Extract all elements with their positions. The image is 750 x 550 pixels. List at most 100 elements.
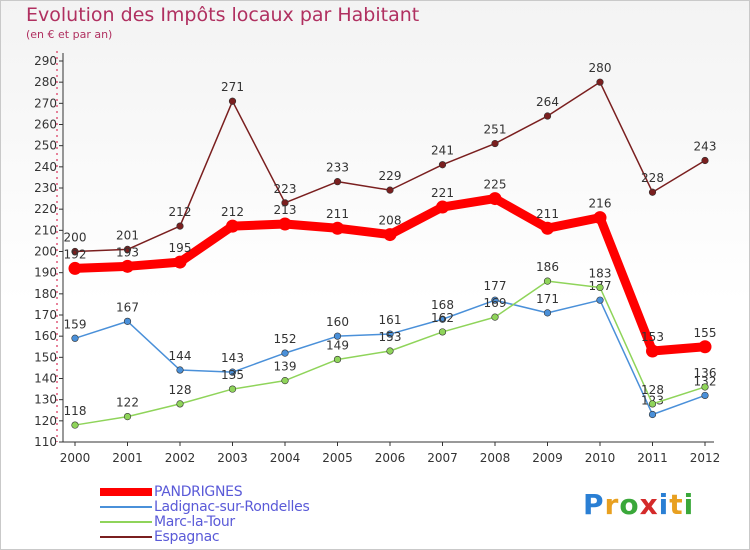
data-point: [438, 315, 447, 323]
data-point: [593, 211, 607, 225]
data-point: [543, 112, 552, 120]
data-point: [491, 313, 499, 321]
data-label: 171: [536, 292, 559, 306]
data-point: [228, 368, 237, 376]
y-tick-label: 130: [34, 393, 57, 407]
data-point: [383, 228, 397, 242]
data-label: 201: [116, 228, 139, 242]
data-point: [386, 330, 394, 338]
data-point: [386, 186, 394, 194]
data-point: [281, 349, 289, 357]
data-point: [176, 222, 184, 230]
data-label: 228: [641, 171, 664, 185]
y-tick-label: 120: [34, 414, 57, 428]
data-label: 153: [379, 330, 402, 344]
data-label: 168: [431, 298, 454, 312]
data-label: 212: [169, 205, 192, 219]
x-tick-label: 2008: [480, 451, 511, 465]
data-point: [226, 219, 239, 233]
x-tick-label: 2002: [165, 451, 196, 465]
data-point: [491, 296, 499, 304]
y-tick-label: 180: [34, 287, 57, 301]
data-label: 223: [274, 182, 297, 196]
logo-letter: r: [604, 488, 620, 521]
data-point: [333, 332, 342, 340]
data-point: [228, 385, 237, 393]
data-point: [176, 366, 184, 374]
data-point: [121, 259, 134, 273]
legend-swatch: [100, 520, 152, 523]
data-label: 213: [274, 203, 297, 217]
x-tick-label: 2012: [690, 451, 721, 465]
data-point: [698, 340, 712, 354]
data-point: [543, 277, 552, 285]
y-tick-label: 150: [34, 350, 57, 364]
data-point: [438, 328, 447, 336]
data-point: [701, 156, 709, 165]
data-label: 159: [64, 317, 87, 331]
x-tick-label: 2010: [585, 451, 616, 465]
data-label: 211: [536, 207, 559, 221]
data-label: 153: [641, 330, 664, 344]
data-point: [436, 200, 449, 214]
data-label: 143: [221, 351, 244, 365]
data-label: 243: [694, 139, 717, 153]
data-label: 128: [641, 383, 664, 397]
proxiti-logo: Proxiti: [583, 488, 694, 521]
y-tick-label: 260: [34, 118, 57, 132]
legend-swatch: [100, 535, 152, 538]
x-tick-label: 2005: [322, 451, 353, 465]
x-tick-label: 2009: [532, 451, 563, 465]
data-label: 161: [379, 313, 402, 327]
data-point: [281, 199, 289, 207]
data-point: [491, 139, 499, 148]
data-label: 118: [64, 404, 87, 418]
data-point: [71, 247, 79, 256]
data-label: 195: [169, 241, 192, 255]
data-point: [596, 296, 604, 304]
x-tick-label: 2004: [270, 451, 301, 465]
data-point: [646, 344, 659, 358]
data-point: [488, 192, 502, 206]
x-tick-label: 2007: [427, 451, 458, 465]
data-label: 155: [694, 326, 717, 340]
legend-item: Ladignac-sur-Rondelles: [100, 498, 310, 515]
data-point: [281, 377, 289, 385]
data-label: 280: [589, 61, 612, 75]
x-tick-label: 2001: [112, 451, 143, 465]
data-label: 144: [169, 349, 192, 363]
y-tick-label: 160: [34, 329, 57, 343]
data-point: [648, 410, 657, 419]
data-point: [648, 400, 657, 408]
data-label: 225: [484, 178, 507, 192]
y-tick-label: 240: [34, 160, 57, 174]
data-label: 167: [116, 300, 139, 314]
data-label: 192: [64, 247, 87, 261]
data-point: [438, 161, 447, 169]
data-label: 183: [589, 266, 612, 280]
data-label: 271: [221, 80, 244, 94]
data-label: 149: [326, 338, 349, 352]
y-tick-label: 250: [34, 139, 57, 153]
x-tick-label: 2006: [375, 451, 406, 465]
legend-item: PANDRIGNES: [100, 484, 309, 500]
logo-letter: i: [658, 488, 670, 521]
data-point: [596, 283, 604, 292]
data-label: 264: [536, 95, 559, 109]
y-tick-label: 190: [34, 266, 57, 280]
data-label: 132: [694, 374, 717, 388]
data-label: 200: [64, 231, 87, 245]
legend-item: Espagnac: [100, 529, 309, 545]
data-point: [228, 97, 237, 105]
chart-legend: PANDRIGNES Ladignac-sur-Rondelles Marc-la-…: [100, 484, 310, 545]
legend-label: Ladignac-sur-Rondelles: [154, 498, 310, 515]
y-tick-label: 210: [34, 223, 57, 237]
data-point: [541, 221, 554, 235]
data-point: [71, 334, 79, 342]
data-label: 229: [379, 169, 402, 183]
legend-label: Marc-la-Tour: [154, 513, 235, 530]
logo-letter: o: [619, 488, 640, 521]
data-point: [123, 317, 132, 325]
data-label: 122: [116, 396, 139, 410]
